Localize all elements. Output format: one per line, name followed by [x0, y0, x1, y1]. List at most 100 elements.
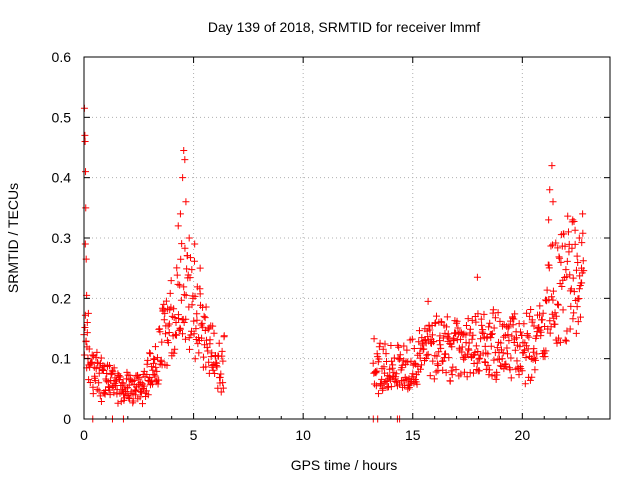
- data-point: [139, 400, 147, 408]
- data-point: [220, 332, 228, 340]
- data-point: [496, 317, 504, 325]
- data-point: [578, 264, 586, 272]
- data-point: [82, 168, 90, 176]
- data-point: [466, 325, 474, 333]
- data-point: [518, 367, 526, 375]
- data-point: [562, 266, 570, 274]
- data-point: [191, 240, 199, 248]
- data-point: [478, 321, 486, 329]
- data-point: [171, 345, 179, 353]
- data-point: [154, 380, 162, 388]
- data-point: [152, 363, 160, 371]
- data-point: [180, 147, 188, 155]
- data-point: [579, 210, 587, 218]
- data-point: [555, 253, 563, 261]
- data-point: [457, 335, 465, 343]
- data-point: [160, 316, 168, 324]
- data-point: [484, 350, 492, 358]
- data-point: [521, 339, 529, 347]
- data-point: [501, 361, 509, 369]
- data-point: [188, 301, 196, 309]
- data-point: [180, 318, 188, 326]
- data-point: [215, 339, 223, 347]
- data-point: [180, 291, 188, 299]
- data-point: [537, 328, 545, 336]
- data-point: [487, 334, 495, 342]
- data-point: [504, 350, 512, 358]
- data-point: [181, 156, 189, 164]
- data-point: [108, 369, 116, 377]
- data-point: [573, 303, 581, 311]
- y-tick-label: 0.5: [52, 109, 72, 125]
- data-point: [176, 325, 184, 333]
- data-point: [190, 257, 198, 265]
- data-point: [185, 345, 193, 353]
- data-point: [157, 356, 165, 364]
- data-point: [560, 230, 568, 238]
- data-point: [485, 371, 493, 379]
- data-point: [499, 349, 507, 357]
- data-point: [190, 317, 198, 325]
- data-point: [452, 366, 460, 374]
- data-point: [565, 240, 573, 248]
- data-point: [549, 287, 557, 295]
- data-point: [569, 216, 577, 224]
- data-point: [92, 365, 100, 373]
- data-point: [165, 320, 173, 328]
- data-point: [182, 291, 190, 299]
- data-point: [168, 312, 176, 320]
- data-point: [110, 364, 118, 372]
- data-point: [213, 363, 221, 371]
- data-point: [177, 296, 185, 304]
- data-point: [504, 324, 512, 332]
- data-point: [442, 323, 450, 331]
- data-point: [178, 240, 186, 248]
- data-point: [541, 353, 549, 361]
- data-point: [481, 342, 489, 350]
- data-point: [490, 324, 498, 332]
- data-point: [469, 369, 477, 377]
- data-point: [173, 331, 181, 339]
- data-point: [448, 371, 456, 379]
- x-tick-label: 15: [405, 427, 421, 443]
- data-point: [161, 330, 169, 338]
- data-point: [444, 330, 452, 338]
- data-point: [465, 346, 473, 354]
- data-point: [198, 319, 206, 327]
- data-point: [525, 333, 533, 341]
- data-point: [437, 318, 445, 326]
- data-point: [395, 355, 403, 363]
- data-point: [494, 309, 502, 317]
- data-point: [151, 372, 159, 380]
- data-point: [571, 226, 579, 234]
- data-point: [161, 309, 169, 317]
- data-point: [448, 343, 456, 351]
- data-point: [106, 361, 114, 369]
- data-point: [146, 349, 154, 357]
- data-point: [109, 368, 117, 376]
- data-point: [207, 353, 215, 361]
- data-point: [487, 342, 495, 350]
- data-point: [198, 334, 206, 342]
- data-point: [462, 322, 470, 330]
- data-point: [579, 257, 587, 265]
- data-point: [96, 392, 104, 400]
- data-point: [385, 374, 393, 382]
- data-point: [576, 313, 584, 321]
- data-point: [202, 363, 210, 371]
- data-point: [564, 212, 572, 220]
- data-point: [193, 316, 201, 324]
- data-point: [572, 266, 580, 274]
- data-point: [155, 376, 163, 384]
- data-point: [102, 387, 110, 395]
- data-point: [552, 312, 560, 320]
- data-point: [575, 285, 583, 293]
- data-point: [140, 382, 148, 390]
- grid: [84, 57, 610, 419]
- data-point: [135, 373, 143, 381]
- y-tick-label: 0.1: [52, 351, 72, 367]
- data-point: [442, 350, 450, 358]
- data-point: [554, 301, 562, 309]
- data-point: [472, 318, 480, 326]
